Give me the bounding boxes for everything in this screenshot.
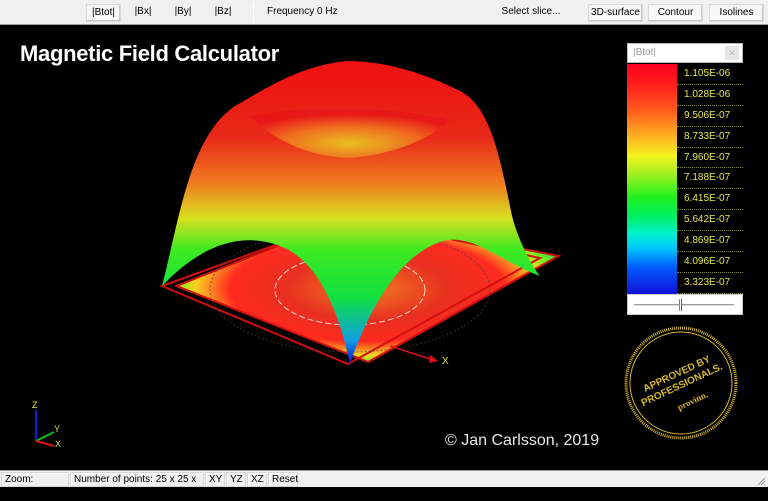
view-isolines-button[interactable]: Isolines [709,4,764,22]
approved-stamp: APPROVED BY PROFESSIONALS. provinn. [624,326,738,440]
legend-value: 9.506E-07 [677,106,743,127]
view-contour-button[interactable]: Contour [648,4,703,22]
legend-value: 7.960E-07 [677,148,743,169]
slider-thumb[interactable] [679,299,682,311]
select-slice-button[interactable]: Select slice... [501,6,561,17]
field-by-button[interactable]: |By| [174,6,192,17]
legend-header: |Btot| ✕ [627,43,743,63]
copyright-text: © Jan Carlsson, 2019 [445,432,600,449]
plot-x-axis-label: X [442,356,449,367]
plot-canvas[interactable]: Magnetic Field Calculator [0,26,768,470]
points-status: Number of points: 25 x 25 x 1 [70,472,204,499]
toolbar-separator [253,2,254,23]
legend-value: 5.642E-07 [677,210,743,232]
legend-title: |Btot| [633,47,656,58]
view-xy-button[interactable]: XY [205,472,225,487]
view-yz-button[interactable]: YZ [226,472,246,487]
view-3d-surface-button[interactable]: 3D-surface [588,4,643,22]
legend-values: 1.105E-06 1.028E-06 9.506E-07 8.733E-07 … [677,64,743,294]
status-bar: Zoom: 115.8% Number of points: 25 x 25 x… [0,470,768,499]
axis-y-label: Y [54,424,60,434]
legend-color-bar [627,64,677,294]
resize-grip-icon[interactable] [756,476,766,486]
axis-z-label: Z [32,400,38,410]
axis-triad: Z Y X [32,400,61,448]
field-bx-button[interactable]: |Bx| [134,6,152,17]
legend-value: 1.105E-06 [677,64,743,85]
field-btot-button[interactable]: |Btot| [86,4,121,22]
close-icon[interactable]: ✕ [725,46,739,60]
toolbar: |Btot| |Bx| |By| |Bz| Frequency 0 Hz Sel… [0,0,768,25]
legend-value: 6.415E-07 [677,189,743,211]
frequency-label: Frequency 0 Hz [267,6,338,17]
legend-value: 7.188E-07 [677,168,743,190]
legend-value: 4.869E-07 [677,231,743,253]
legend-value: 1.028E-06 [677,85,743,106]
legend-slider[interactable] [627,294,743,315]
field-bz-button[interactable]: |Bz| [214,6,232,17]
legend-value: 3.323E-07 [677,273,743,294]
stamp-brand: provinn. [676,389,710,412]
zoom-status: Zoom: 115.8% [1,472,69,499]
view-xz-button[interactable]: XZ [247,472,267,487]
surface-plot[interactable]: X [140,46,660,406]
app-title: Magnetic Field Calculator [20,41,279,66]
legend-value: 4.096E-07 [677,252,743,273]
axis-x-label: X [55,439,61,448]
reset-view-button[interactable]: Reset [268,472,298,487]
legend-value: 8.733E-07 [677,127,743,148]
slider-track[interactable] [634,304,734,307]
color-legend: |Btot| ✕ 1.105E-06 1.028E-06 9.506E-07 8… [627,43,743,315]
